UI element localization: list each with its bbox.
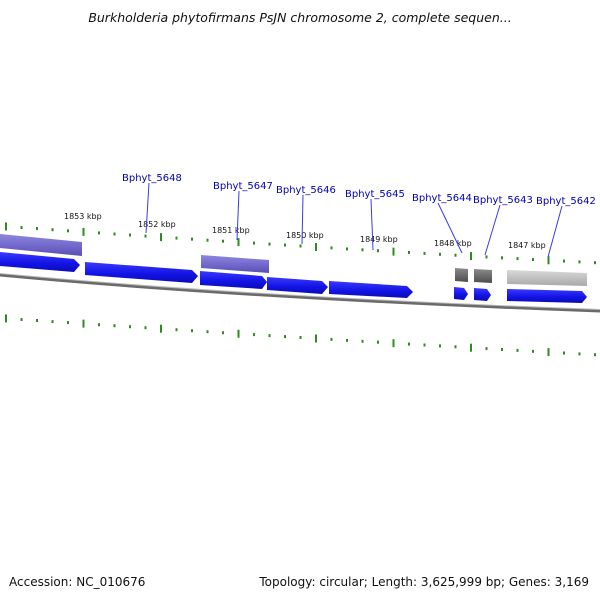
leader-line	[236, 190, 240, 241]
chromosome-backbone	[0, 273, 600, 313]
gene-arrow[interactable]	[0, 252, 80, 272]
gene-leader-lines	[145, 182, 563, 258]
gene-arrow[interactable]	[454, 287, 468, 300]
accession-label: Accession: NC_010676	[9, 575, 146, 589]
gene-label[interactable]: Bphyt_5644	[412, 193, 472, 204]
kbp-label: 1851 kbp	[212, 226, 250, 235]
gene-arrow[interactable]	[329, 281, 413, 298]
kbp-label: 1847 kbp	[508, 241, 546, 250]
gene-band[interactable]	[455, 268, 468, 282]
gene-arrow[interactable]	[507, 289, 587, 303]
kbp-label: 1850 kbp	[286, 231, 324, 240]
gene-arrow[interactable]	[85, 262, 198, 283]
gene-track	[0, 234, 587, 303]
topology-label: Topology: circular; Length: 3,625,999 bp…	[259, 575, 589, 589]
kbp-label: 1852 kbp	[138, 220, 176, 229]
gene-label[interactable]: Bphyt_5643	[473, 195, 533, 206]
gene-band[interactable]	[0, 234, 82, 256]
leader-line	[484, 204, 501, 256]
gene-arrow[interactable]	[200, 271, 267, 289]
leader-line	[547, 205, 563, 258]
lower-tick-ring	[5, 314, 596, 357]
kbp-label: 1848 kbp	[434, 239, 472, 248]
leader-line	[370, 198, 374, 251]
kbp-label: 1849 kbp	[360, 235, 398, 244]
gene-labels: Bphyt_5648 Bphyt_5647 Bphyt_5646 Bphyt_5…	[122, 173, 596, 207]
gene-label[interactable]: Bphyt_5642	[536, 196, 596, 207]
gene-band[interactable]	[507, 270, 587, 286]
position-labels: 1853 kbp 1852 kbp 1851 kbp 1850 kbp 1849…	[64, 212, 546, 250]
leader-line	[437, 202, 463, 254]
gene-label[interactable]: Bphyt_5647	[213, 181, 273, 192]
map-title: Burkholderia phytofirmans PsJN chromosom…	[88, 10, 512, 25]
gene-label[interactable]: Bphyt_5648	[122, 173, 182, 184]
leader-line	[145, 182, 150, 234]
gene-band[interactable]	[474, 269, 492, 283]
gene-band[interactable]	[201, 255, 269, 273]
gene-label[interactable]: Bphyt_5645	[345, 189, 405, 200]
gene-arrow[interactable]	[267, 277, 328, 294]
kbp-label: 1853 kbp	[64, 212, 102, 221]
upper-tick-ring	[5, 222, 596, 265]
leader-line	[301, 194, 304, 245]
gene-label[interactable]: Bphyt_5646	[276, 185, 336, 196]
gene-arrow[interactable]	[474, 288, 491, 301]
chromosome-backbone-highlight	[0, 273, 600, 310]
